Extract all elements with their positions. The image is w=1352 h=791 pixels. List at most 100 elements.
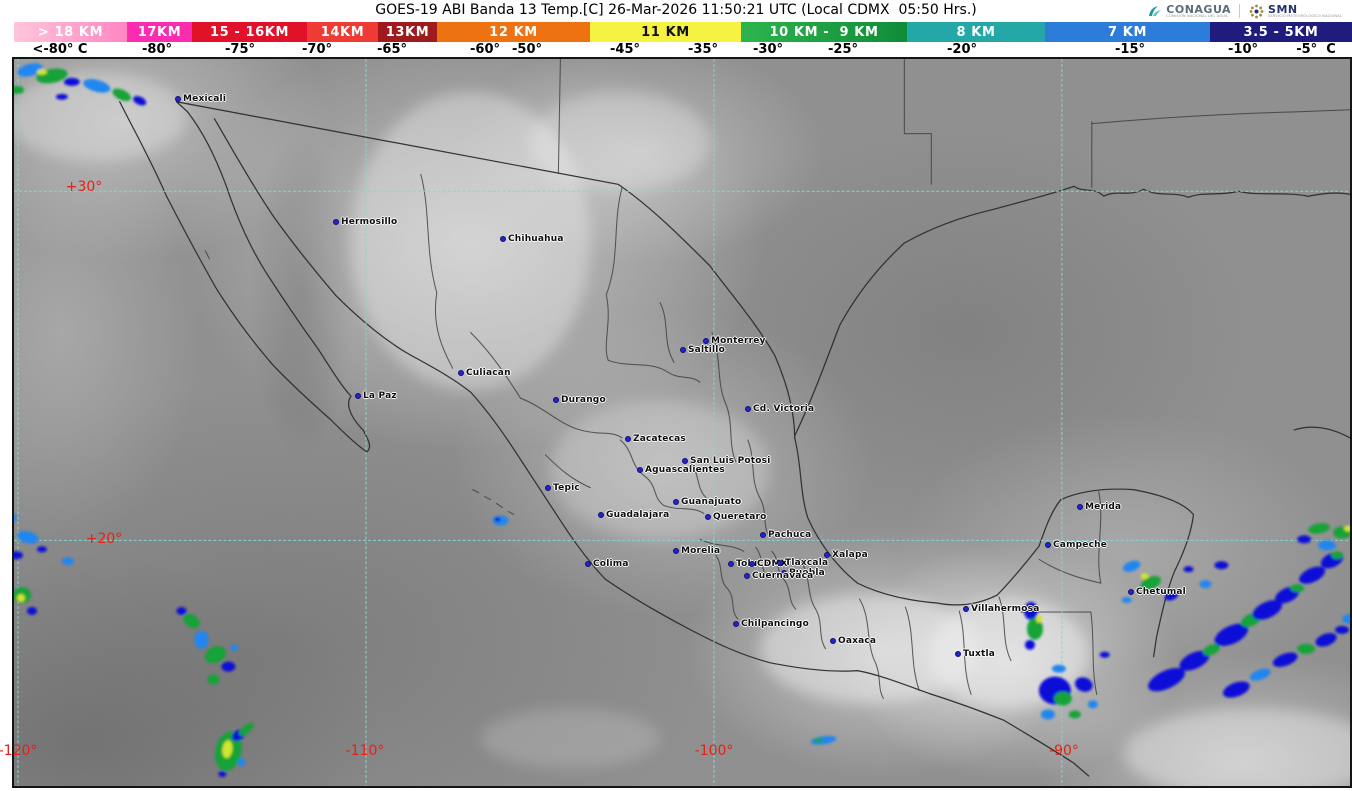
logo-divider <box>1239 4 1241 18</box>
altitude-colorbar: > 18 KM 17KM 15 - 16KM 14KM 13KM 12 KM 11 KM 10… <box>0 22 1352 42</box>
colorbar-segment: 12 KM <box>437 22 590 42</box>
colorbar-segment: 3.5 - 5KM <box>1210 22 1352 42</box>
precipitation-cell <box>1297 643 1316 654</box>
temperature-tick-label: -60° <box>470 42 500 57</box>
precipitation-cell <box>36 68 47 75</box>
temperature-tick-label: -45° <box>610 42 640 57</box>
precipitation-cell <box>1318 540 1337 551</box>
temperature-tick-label: -25° <box>828 42 858 57</box>
colorbar-segment: 8 KM <box>907 22 1045 42</box>
precipitation-cell <box>1024 639 1035 650</box>
precipitation-cell <box>112 88 131 101</box>
longitude-label: -90° <box>1049 743 1079 759</box>
precipitation-cell <box>133 96 147 106</box>
colorbar-segment: 17KM <box>127 22 192 42</box>
precipitation-cell <box>1099 651 1110 658</box>
precipitation-cell <box>1179 650 1210 671</box>
colorbar-segment: 15 - 16KM <box>192 22 307 42</box>
precipitation-cell <box>492 515 509 526</box>
precipitation-cell <box>1026 617 1043 640</box>
precipitation-cell <box>1121 597 1132 604</box>
precipitation-cell <box>17 63 43 77</box>
temperature-tick-label: -15° <box>1115 42 1145 57</box>
temperature-tick-label: -5° C <box>1296 42 1336 57</box>
precipitation-cell <box>14 551 23 560</box>
precipitation-cell <box>1164 591 1179 601</box>
smn-subtext: SERVICIO METEOROLÓGICO NACIONAL <box>1268 13 1342 18</box>
colorbar-segment: > 18 KM <box>14 22 127 42</box>
precipitation-cell <box>1308 523 1330 534</box>
colorbar-segment: 13KM <box>378 22 437 42</box>
precipitation-cell <box>194 630 209 649</box>
precipitation-cell <box>1075 677 1093 692</box>
precipitation-cell <box>1183 566 1194 573</box>
precipitation-cell <box>1290 584 1305 593</box>
temperature-tick-label: -75° <box>225 42 255 57</box>
conagua-wordmark: CONAGUA <box>1166 2 1232 16</box>
precipitation-cell <box>16 594 25 603</box>
precipitation-cell <box>1040 709 1055 720</box>
precipitation-cell <box>1252 600 1283 620</box>
precipitation-cell <box>1223 681 1250 698</box>
precipitation-cell <box>176 606 187 615</box>
precipitation-cell <box>1203 643 1220 656</box>
longitude-label: -110° <box>345 743 385 759</box>
temperature-tick-label: -65° <box>377 42 407 57</box>
precipitation-cell <box>204 646 226 664</box>
precipitation-cell <box>218 771 227 778</box>
cloud-patches <box>14 71 1350 786</box>
precipitation-cell <box>1023 602 1038 620</box>
precipitation-cell <box>55 93 68 100</box>
precipitation-cell <box>813 738 824 743</box>
precipitation-cell <box>36 546 47 553</box>
precipitation-cell <box>221 661 236 672</box>
precipitation-cell <box>1342 613 1350 624</box>
precipitation-cell <box>1148 667 1186 692</box>
precipitation-cell <box>183 613 200 628</box>
conagua-wave-icon <box>1149 6 1162 16</box>
precipitation-cell <box>1214 561 1229 570</box>
us-mexico-border <box>175 101 796 439</box>
precipitation-cell <box>1123 560 1141 572</box>
temperature-tick-label: -10° <box>1228 42 1258 57</box>
precipitation-cell <box>222 740 233 759</box>
precipitation-cell <box>1140 576 1161 591</box>
smn-wordmark: SMN <box>1268 2 1298 16</box>
precipitation-cell <box>1344 525 1350 532</box>
precipitation-cell <box>26 606 37 615</box>
conagua-subtext: COMISIÓN NACIONAL DEL AGUA <box>1166 13 1228 18</box>
gulf-coast-yucatan <box>794 437 1195 658</box>
precipitation-cell <box>207 674 220 685</box>
colorbar-segment: 11 KM <box>590 22 741 42</box>
state-borders <box>204 59 1350 699</box>
logo-cluster: CONAGUA COMISIÓN NACIONAL DEL AGUA SMN S… <box>1143 1 1346 21</box>
precipitation-cell <box>1053 691 1072 706</box>
longitude-label: -120° <box>0 743 38 759</box>
cuba-coast <box>1293 426 1350 439</box>
baja-california-coast <box>119 101 371 453</box>
precipitation-cell <box>1214 623 1249 646</box>
precipitation-cell <box>63 77 80 86</box>
latitude-label: +20° <box>85 531 123 547</box>
temperature-tick-label: -30° <box>753 42 783 57</box>
colorbar-segment: 10 KM - 9 KM <box>741 22 907 42</box>
precipitation-cell <box>1199 580 1212 589</box>
map-title: GOES-19 ABI Banda 13 Temp.[C] 26-Mar-202… <box>375 2 977 18</box>
precipitation-cell <box>1140 573 1149 580</box>
mainland-pacific-coast <box>213 118 1090 777</box>
map-overlay-svg <box>14 59 1350 786</box>
precipitation-cell <box>237 758 246 767</box>
latitude-label: +30° <box>65 179 103 195</box>
smn-gear-icon <box>1249 4 1264 18</box>
precipitation-cell <box>14 85 24 94</box>
precipitation-cell <box>1051 664 1066 673</box>
colorbar-segment: 14KM <box>307 22 378 42</box>
smn-logo: SMN SERVICIO METEOROLÓGICO NACIONAL <box>1248 3 1342 20</box>
grid-lines <box>14 59 1350 786</box>
precipitation-cell <box>17 530 39 544</box>
temperature-tick-label: -35° <box>688 42 718 57</box>
temperature-tick-label: <-80° C <box>32 42 88 57</box>
conagua-logo: CONAGUA COMISIÓN NACIONAL DEL AGUA <box>1147 3 1231 19</box>
colorbar-segment: 7 KM <box>1045 22 1210 42</box>
